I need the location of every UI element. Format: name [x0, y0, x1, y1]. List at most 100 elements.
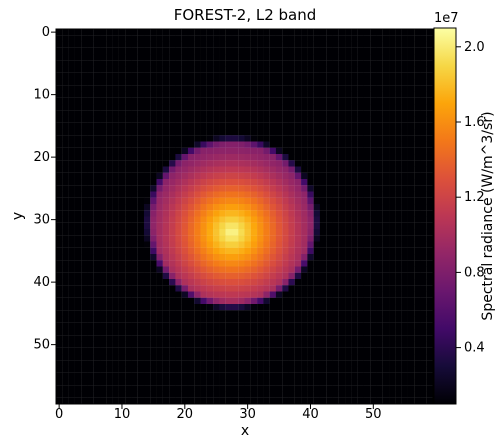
- heatmap-cell: [351, 391, 358, 398]
- heatmap-cell: [162, 322, 170, 330]
- heatmap-cell: [395, 104, 402, 111]
- heatmap-cell: [345, 172, 352, 180]
- heatmap-cell: [137, 354, 145, 361]
- heatmap-cell: [93, 122, 101, 130]
- heatmap-cell: [345, 216, 352, 223]
- heatmap-cell: [99, 285, 107, 292]
- heatmap-cell: [338, 397, 346, 405]
- heatmap-cell: [99, 385, 107, 392]
- heatmap-cell: [156, 272, 163, 280]
- heatmap-cell: [99, 154, 107, 161]
- heatmap-cell: [395, 216, 402, 223]
- heatmap-cell: [288, 66, 295, 73]
- heatmap-cell: [213, 97, 220, 105]
- heatmap-cell: [137, 235, 145, 242]
- heatmap-cell: [395, 397, 402, 405]
- heatmap-cell: [231, 216, 239, 223]
- heatmap-cell: [407, 266, 415, 273]
- heatmap-cell: [313, 216, 321, 223]
- heatmap-cell: [351, 216, 358, 223]
- heatmap-cell: [332, 241, 339, 248]
- heatmap-cell: [382, 197, 390, 205]
- heatmap-cell: [87, 210, 94, 217]
- heatmap-cell: [118, 47, 126, 55]
- heatmap-cell: [225, 216, 233, 223]
- heatmap-cell: [62, 135, 69, 142]
- heatmap-cell: [112, 147, 119, 155]
- heatmap-cell: [351, 241, 358, 248]
- heatmap-cell: [68, 35, 75, 42]
- heatmap-cell: [370, 372, 377, 380]
- heatmap-cell: [150, 285, 157, 292]
- heatmap-cell: [106, 47, 113, 55]
- heatmap-cell: [338, 135, 346, 142]
- heatmap-cell: [81, 129, 88, 136]
- heatmap-cell: [187, 297, 195, 305]
- heatmap-cell: [282, 110, 289, 117]
- heatmap-cell: [194, 291, 201, 298]
- heatmap-cell: [169, 310, 176, 317]
- heatmap-cell: [131, 304, 138, 311]
- heatmap-cell: [131, 54, 138, 61]
- heatmap-cell: [426, 179, 434, 186]
- heatmap-cell: [93, 47, 101, 55]
- heatmap-cell: [426, 29, 434, 36]
- heatmap-cell: [56, 229, 63, 236]
- heatmap-cell: [150, 204, 157, 211]
- heatmap-cell: [74, 135, 82, 142]
- heatmap-cell: [414, 172, 421, 180]
- heatmap-cell: [181, 210, 189, 217]
- heatmap-cell: [250, 229, 258, 236]
- heatmap-cell: [175, 91, 182, 98]
- heatmap-cell: [338, 216, 346, 223]
- heatmap-cell: [194, 247, 201, 255]
- heatmap-cell: [338, 385, 346, 392]
- heatmap-cell: [106, 104, 113, 111]
- heatmap-cell: [345, 341, 352, 348]
- heatmap-cell: [194, 310, 201, 317]
- heatmap-cell: [106, 197, 113, 205]
- heatmap-cell: [68, 210, 75, 217]
- heatmap-cell: [225, 229, 233, 236]
- colorbar-tick-label: 2.0: [464, 40, 485, 55]
- heatmap-cell: [420, 160, 427, 167]
- heatmap-cell: [389, 279, 396, 286]
- heatmap-cell: [307, 216, 314, 223]
- heatmap-cell: [301, 291, 308, 298]
- heatmap-cell: [162, 54, 170, 61]
- heatmap-cell: [389, 204, 396, 211]
- heatmap-cell: [338, 141, 346, 148]
- heatmap-cell: [112, 272, 119, 280]
- heatmap-cell: [181, 272, 189, 280]
- heatmap-cell: [288, 297, 295, 305]
- heatmap-cell: [225, 354, 233, 361]
- heatmap-cell: [351, 235, 358, 242]
- heatmap-cell: [301, 260, 308, 267]
- heatmap-cell: [231, 366, 239, 373]
- heatmap-cell: [313, 247, 321, 255]
- heatmap-cell: [275, 229, 283, 236]
- heatmap-cell: [357, 54, 365, 61]
- heatmap-cell: [238, 79, 245, 86]
- heatmap-cell: [238, 354, 245, 361]
- heatmap-cell: [156, 304, 163, 311]
- heatmap-cell: [156, 316, 163, 323]
- heatmap-cell: [307, 91, 314, 98]
- heatmap-cell: [319, 191, 327, 198]
- heatmap-cell: [414, 54, 421, 61]
- heatmap-cell: [81, 41, 88, 48]
- heatmap-cell: [169, 354, 176, 361]
- heatmap-cell: [156, 154, 163, 161]
- heatmap-cell: [301, 179, 308, 186]
- heatmap-cell: [187, 179, 195, 186]
- heatmap-cell: [137, 341, 145, 348]
- heatmap-cell: [345, 379, 352, 386]
- heatmap-cell: [206, 122, 214, 130]
- heatmap-cell: [338, 297, 346, 305]
- heatmap-cell: [376, 91, 383, 98]
- heatmap-cell: [395, 347, 402, 355]
- heatmap-cell: [275, 291, 283, 298]
- heatmap-cell: [225, 285, 233, 292]
- heatmap-cell: [376, 304, 383, 311]
- heatmap-cell: [194, 229, 201, 236]
